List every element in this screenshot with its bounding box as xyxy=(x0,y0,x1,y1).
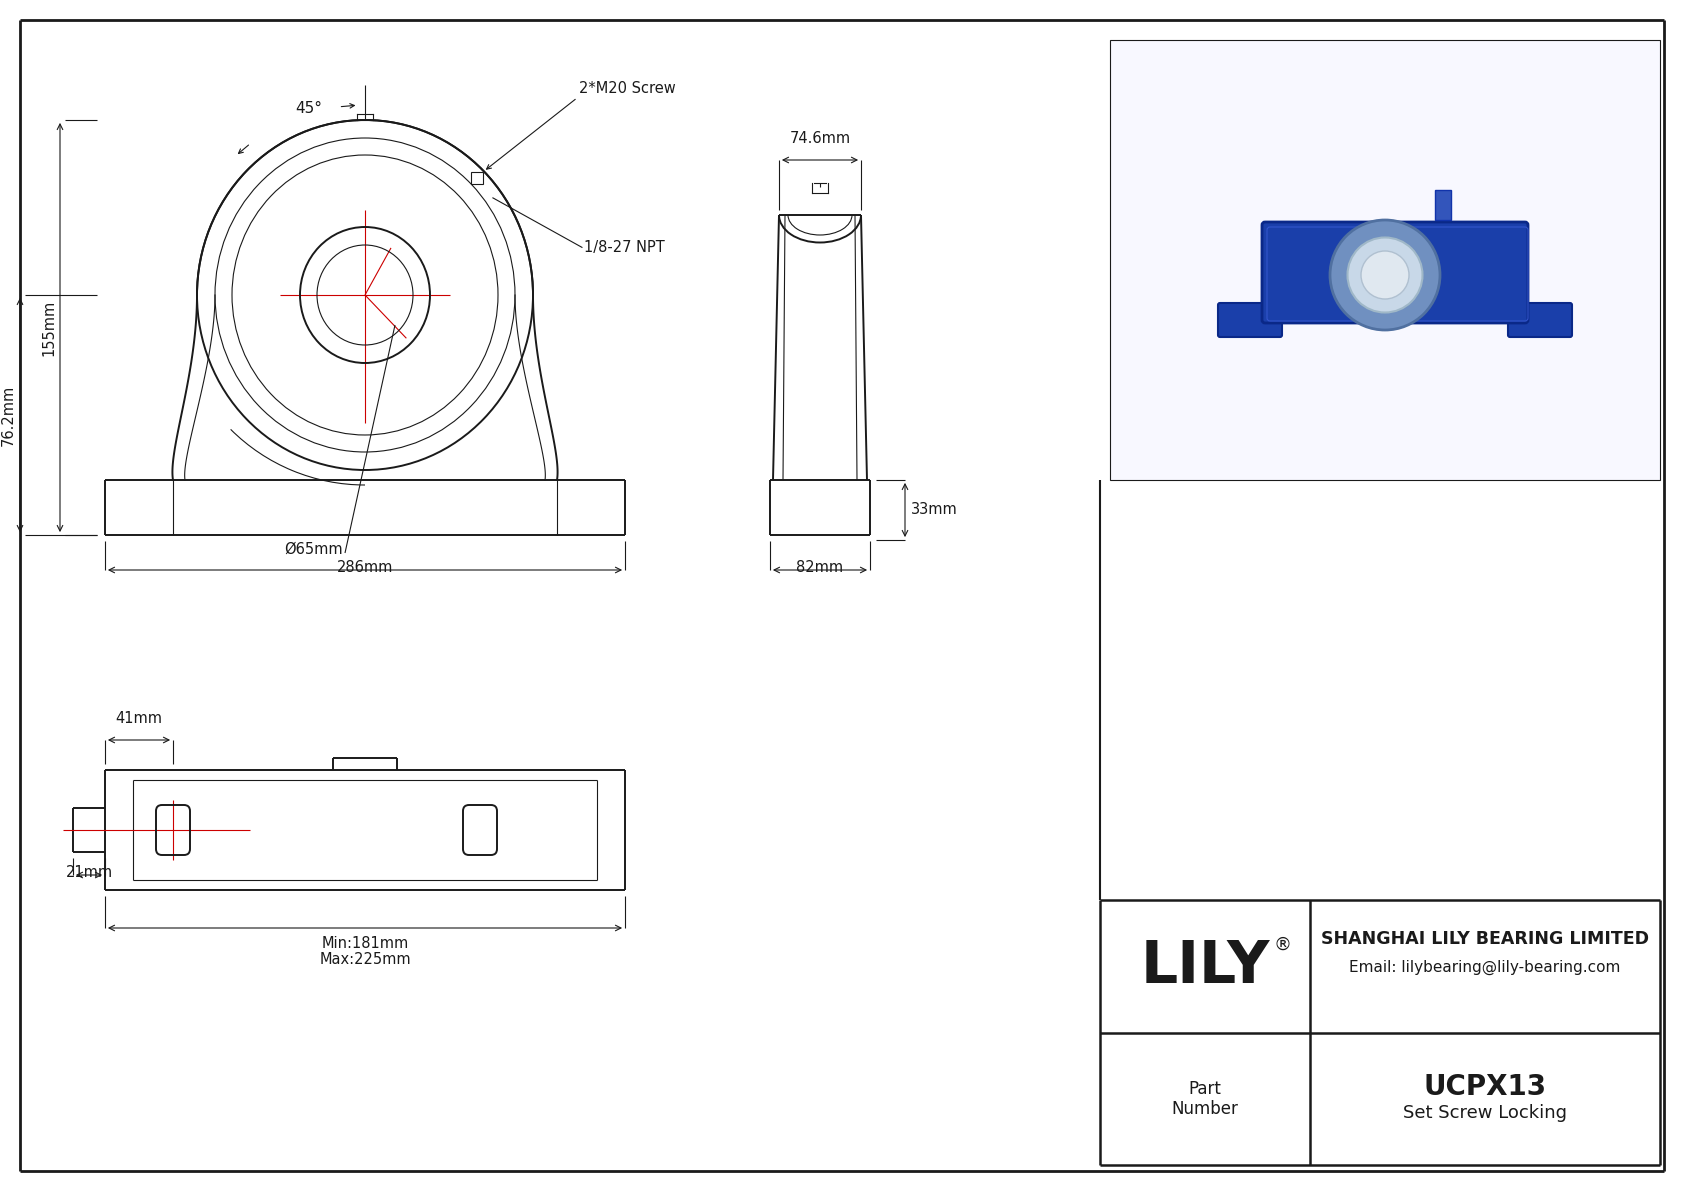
FancyBboxPatch shape xyxy=(1507,303,1571,337)
Text: SHANGHAI LILY BEARING LIMITED: SHANGHAI LILY BEARING LIMITED xyxy=(1320,930,1649,948)
Text: 2*M20 Screw: 2*M20 Screw xyxy=(579,81,677,95)
Text: Part: Part xyxy=(1189,1080,1221,1098)
Text: 155mm: 155mm xyxy=(40,299,56,356)
Ellipse shape xyxy=(1361,251,1410,299)
Text: 82mm: 82mm xyxy=(797,560,844,575)
Text: 1/8-27 NPT: 1/8-27 NPT xyxy=(584,241,665,255)
Text: ®: ® xyxy=(1275,935,1292,953)
Text: Set Screw Locking: Set Screw Locking xyxy=(1403,1104,1568,1122)
FancyBboxPatch shape xyxy=(1261,222,1527,323)
Ellipse shape xyxy=(1330,220,1440,330)
Text: Number: Number xyxy=(1172,1099,1238,1117)
Text: Ø65mm: Ø65mm xyxy=(285,542,344,557)
Bar xyxy=(1110,40,1660,480)
Text: 74.6mm: 74.6mm xyxy=(790,131,850,146)
FancyBboxPatch shape xyxy=(1218,303,1282,337)
Text: Min:181mm: Min:181mm xyxy=(322,936,409,950)
Text: Max:225mm: Max:225mm xyxy=(320,952,411,967)
Bar xyxy=(472,172,483,183)
Text: Email: lilybearing@lily-bearing.com: Email: lilybearing@lily-bearing.com xyxy=(1349,960,1620,975)
Text: UCPX13: UCPX13 xyxy=(1423,1073,1546,1100)
Text: 41mm: 41mm xyxy=(116,711,162,727)
Text: LILY: LILY xyxy=(1140,937,1270,994)
Bar xyxy=(1435,191,1452,220)
Text: 286mm: 286mm xyxy=(337,560,392,575)
Ellipse shape xyxy=(1347,237,1423,312)
Text: 45°: 45° xyxy=(295,100,322,116)
Text: 33mm: 33mm xyxy=(911,503,958,518)
Text: 76.2mm: 76.2mm xyxy=(2,385,17,445)
Text: 21mm: 21mm xyxy=(66,865,113,880)
